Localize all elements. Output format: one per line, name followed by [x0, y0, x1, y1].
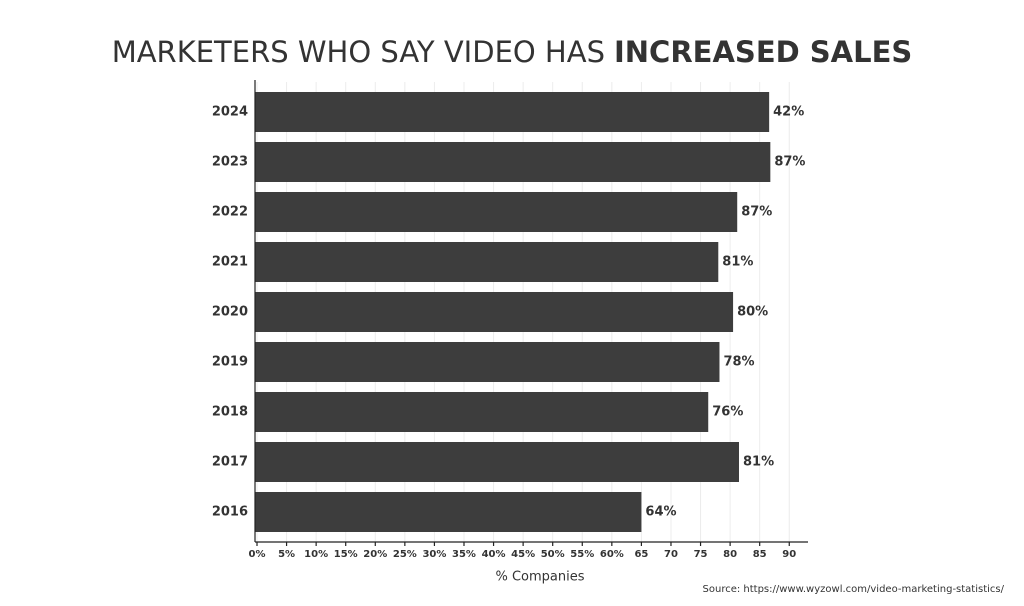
bar — [255, 392, 709, 432]
y-tick-label: 2023 — [212, 155, 248, 170]
bar — [255, 242, 719, 282]
chart-title: MARKETERS WHO SAY VIDEO HAS INCREASED SAL… — [112, 35, 913, 69]
y-tick-label: 2016 — [212, 505, 248, 520]
bar — [255, 192, 738, 232]
bar-annotation: 76% — [712, 405, 743, 420]
y-tick-label: 2021 — [212, 255, 248, 270]
y-tick-label: 2018 — [212, 405, 248, 420]
y-tick-label: 2024 — [212, 105, 248, 120]
bar-annotation: 81% — [743, 455, 774, 470]
bar-annotation: 78% — [723, 355, 754, 370]
x-tick-label: 25% — [393, 549, 417, 560]
bar — [255, 492, 642, 532]
bar-annotation: 87% — [741, 205, 772, 220]
bar-annotation: 42% — [773, 105, 804, 120]
y-tick-label: 2017 — [212, 455, 248, 470]
source: Source: https://www.wyzowl.com/video-mar… — [703, 584, 1005, 595]
x-tick-label: 70 — [664, 549, 678, 560]
x-tick-label: 65 — [634, 549, 648, 560]
y-tick-label: 2022 — [212, 205, 248, 220]
bar-annotation: 64% — [645, 505, 676, 520]
x-tick-label: 80 — [723, 549, 737, 560]
title-bold: INCREASED SALES — [614, 35, 912, 69]
x-tick-label: 20% — [363, 549, 387, 560]
x-tick-label: 10% — [304, 549, 328, 560]
x-tick-label: 30% — [422, 549, 446, 560]
x-tick-label: 75 — [694, 549, 708, 560]
x-tick-label: 90 — [782, 549, 796, 560]
x-tick-label: 55% — [570, 549, 594, 560]
bar — [255, 292, 734, 332]
x-axis-label: % Companies — [495, 570, 584, 585]
bar — [255, 442, 739, 482]
x-tick-label: 60% — [600, 549, 624, 560]
x-tick-label: 85 — [753, 549, 767, 560]
bar — [255, 142, 771, 182]
x-tick-label: 15% — [334, 549, 358, 560]
title-light: MARKETERS WHO SAY VIDEO HAS — [112, 35, 605, 69]
x-tick-label: 0% — [249, 549, 266, 560]
y-tick-label: 2020 — [212, 305, 248, 320]
bar — [255, 342, 720, 382]
bar-annotation: 81% — [722, 255, 753, 270]
bar-annotation: 80% — [737, 305, 768, 320]
x-tick-label: 40% — [482, 549, 506, 560]
y-tick-label: 2019 — [212, 355, 248, 370]
bar — [255, 92, 770, 132]
bar-annotation: 87% — [774, 155, 805, 170]
x-tick-label: 35% — [452, 549, 476, 560]
x-tick-label: 50% — [541, 549, 565, 560]
x-tick-label: 5% — [278, 549, 295, 560]
x-tick-label: 45% — [511, 549, 535, 560]
